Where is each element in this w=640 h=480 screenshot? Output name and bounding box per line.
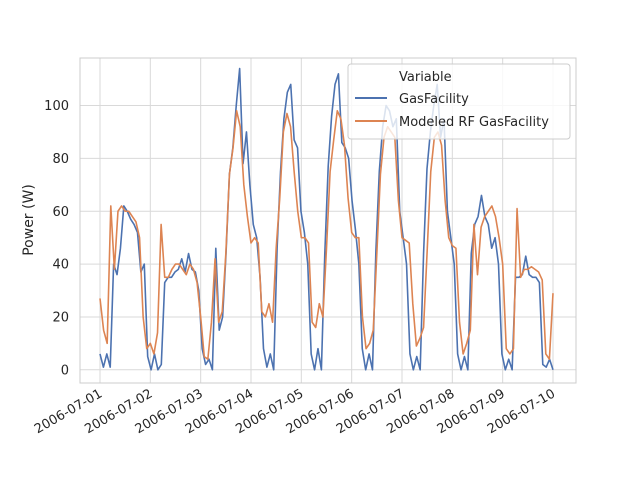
legend-box xyxy=(347,63,571,140)
legend-label-gasfacility: GasFacility xyxy=(399,92,469,107)
y-axis-title: Power (W) xyxy=(21,184,37,256)
y-tick-label: 60 xyxy=(52,205,69,220)
grid xyxy=(80,58,576,383)
legend: Variable GasFacility Modeled RF GasFacil… xyxy=(347,63,571,140)
y-tick-label: 40 xyxy=(52,258,69,273)
plot-frame xyxy=(79,57,577,384)
y-tick-label: 20 xyxy=(52,310,69,325)
x-tick-labels: 2006-07-012006-07-022006-07-032006-07-04… xyxy=(32,386,558,437)
y-tick-labels: 0 20 40 60 80 100 xyxy=(44,99,69,378)
y-tick-label: 100 xyxy=(44,99,69,114)
y-tick-label: 80 xyxy=(52,152,69,167)
legend-title: Variable xyxy=(399,70,452,85)
legend-label-modeled: Modeled RF GasFacility xyxy=(399,115,549,130)
series-line-1 xyxy=(99,110,554,361)
y-tick-label: 0 xyxy=(61,363,69,378)
series-layer xyxy=(99,67,554,371)
series-line-0 xyxy=(99,67,554,371)
